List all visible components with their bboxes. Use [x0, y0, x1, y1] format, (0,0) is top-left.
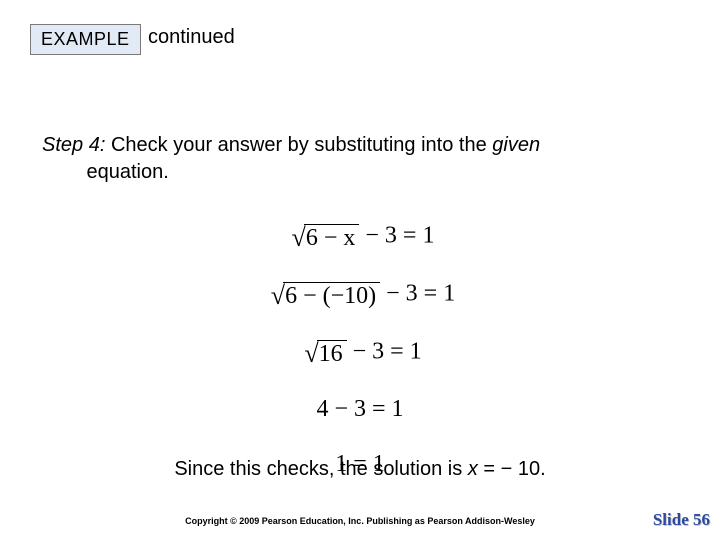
step-prefix: Step 4:	[42, 134, 105, 156]
conclusion-b: = − 10.	[478, 458, 546, 480]
equation-2: 6 − (−10) − 3 = 1	[265, 280, 455, 310]
equation-4: 4 − 3 = 1	[316, 396, 403, 423]
step-given: given	[492, 134, 540, 156]
eq2-tail: − 3 = 1	[380, 281, 455, 307]
eq1-radicand: 6 − x	[304, 224, 360, 252]
conclusion-var: x	[468, 458, 478, 480]
equation-1: 6 − x − 3 = 1	[286, 222, 435, 252]
slide-number: Slide 56	[653, 510, 710, 530]
step-b: equation.	[81, 161, 169, 183]
eq1-tail: − 3 = 1	[359, 223, 434, 249]
eq3-radicand: 16	[317, 340, 347, 368]
eq3-tail: − 3 = 1	[347, 339, 422, 365]
eq2-radicand: 6 − (−10)	[283, 282, 380, 310]
equation-3: 16 − 3 = 1	[298, 338, 421, 368]
step-text: Step 4: Check your answer by substitutin…	[42, 132, 680, 186]
conclusion-a: Since this checks, the solution is	[174, 458, 467, 480]
math-block: 6 − x − 3 = 1 6 − (−10) − 3 = 1 16 − 3 =…	[0, 208, 720, 492]
copyright: Copyright © 2009 Pearson Education, Inc.…	[0, 516, 720, 526]
example-badge: EXAMPLE	[30, 24, 141, 55]
step-a: Check your answer by substituting into t…	[105, 134, 492, 156]
continued-label: continued	[148, 26, 235, 49]
conclusion: Since this checks, the solution is x = −…	[0, 458, 720, 481]
